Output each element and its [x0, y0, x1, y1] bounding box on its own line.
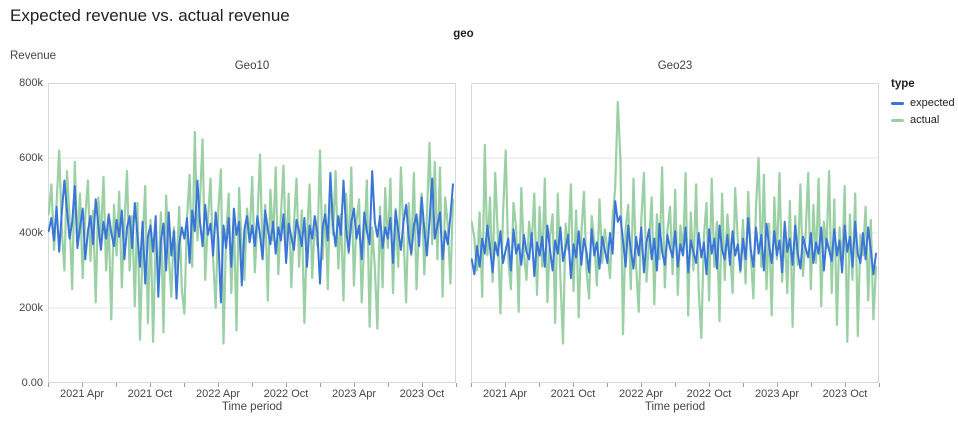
x-axis: 2021 Apr 2021 Oct 2022 Apr 2022 Oct 2023 Apr…: [47, 383, 457, 403]
plot-svg: [48, 83, 456, 383]
x-axis-tick-label: 2023 Apr: [754, 388, 800, 400]
x-axis-tick: [606, 383, 608, 387]
x-axis-tick: [115, 383, 117, 387]
x-axis-tick: [183, 383, 185, 387]
facet-panel-geo23: Geo23 2021 Apr 2021 Oct 2022 Apr 2022 Oct 20…: [470, 60, 880, 424]
plot-border: [471, 83, 879, 383]
x-axis-tick: [776, 383, 778, 387]
legend: type expected actual: [891, 78, 955, 131]
x-axis-tick-label: 2021 Oct: [550, 388, 596, 400]
plot-svg: [471, 83, 879, 383]
plot-border: [48, 83, 456, 383]
x-axis-tick: [319, 383, 321, 387]
x-axis-tick: [81, 383, 83, 387]
x-axis-tick-label: 2023 Oct: [822, 388, 868, 400]
legend-item-label: expected: [910, 97, 955, 109]
x-axis-tick-label: 2022 Apr: [195, 388, 241, 400]
facet-title: Geo10: [234, 60, 270, 72]
y-axis-tick-label: 0.00: [21, 377, 43, 389]
line-expected: [471, 200, 877, 279]
legend-item-label: actual: [910, 114, 940, 126]
x-axis-tick-label: 2023 Oct: [399, 388, 445, 400]
x-axis-tick: [844, 383, 846, 387]
x-axis-tick-label: 2022 Apr: [618, 388, 664, 400]
x-axis-tick: [504, 383, 506, 387]
legend-title: type: [891, 78, 915, 90]
legend-item-actual[interactable]: actual: [891, 114, 955, 126]
x-axis-tick: [285, 383, 287, 387]
x-axis-tick: [708, 383, 710, 387]
y-axis-tick-label: 600k: [19, 152, 43, 164]
plot-area: [471, 83, 879, 383]
x-axis-title: Time period: [644, 401, 706, 413]
x-axis-tick: [149, 383, 151, 387]
x-axis-tick: [810, 383, 812, 387]
x-axis-tick-label: 2021 Oct: [127, 388, 173, 400]
x-axis-tick: [742, 383, 744, 387]
x-axis-tick: [353, 383, 355, 387]
y-axis-title: Revenue: [10, 50, 57, 62]
facet-field-title: geo: [453, 28, 474, 40]
legend-swatch: [891, 101, 904, 105]
y-axis-tick-label: 200k: [19, 302, 43, 314]
x-axis-tick: [47, 383, 49, 387]
x-axis-tick: [538, 383, 540, 387]
x-axis-tick-label: 2023 Apr: [331, 388, 377, 400]
legend-swatch: [891, 118, 904, 122]
x-axis-tick: [572, 383, 574, 387]
x-axis: 2021 Apr 2021 Oct 2022 Apr 2022 Oct 2023 Apr…: [470, 383, 880, 403]
x-axis-tick: [217, 383, 219, 387]
y-axis-labels: 0.00 200k 400k 600k 800k: [0, 0, 43, 424]
x-axis-tick-label: 2022 Oct: [686, 388, 732, 400]
x-axis-tick-label: 2021 Apr: [59, 388, 105, 400]
plot-area: [48, 83, 456, 383]
line-actual: [471, 100, 878, 345]
facet-title: Geo23: [657, 60, 693, 72]
line-actual: [48, 130, 455, 345]
x-axis-tick: [251, 383, 253, 387]
x-axis-tick: [470, 383, 472, 387]
x-axis-tick-label: 2021 Apr: [482, 388, 528, 400]
x-axis-tick-label: 2022 Oct: [263, 388, 309, 400]
line-expected: [48, 170, 454, 304]
x-axis-title: Time period: [221, 401, 283, 413]
x-axis-tick: [878, 383, 880, 387]
legend-items: expected actual: [891, 97, 955, 126]
x-axis-tick: [421, 383, 423, 387]
page-title: Expected revenue vs. actual revenue: [10, 6, 290, 25]
facet-panel-geo10: Geo10 2021 Apr 2021 Oct 2022 Apr 2022 Oct 20…: [47, 60, 457, 424]
x-axis-tick: [387, 383, 389, 387]
x-axis-tick: [640, 383, 642, 387]
y-axis-tick-label: 800k: [19, 77, 43, 89]
x-axis-tick: [455, 383, 457, 387]
x-axis-tick: [674, 383, 676, 387]
y-axis-tick-label: 400k: [19, 227, 43, 239]
legend-item-expected[interactable]: expected: [891, 97, 955, 109]
